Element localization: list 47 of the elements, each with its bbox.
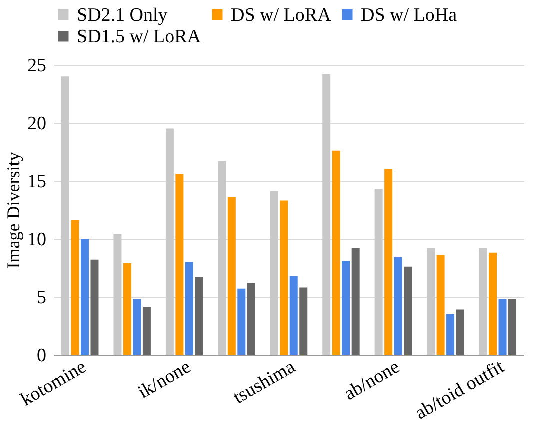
y-tick-label: 25 bbox=[28, 56, 46, 76]
y-tick-label: 15 bbox=[28, 172, 46, 192]
bar bbox=[384, 169, 393, 355]
bar bbox=[342, 261, 350, 355]
legend-label: SD1.5 w/ LoRA bbox=[77, 26, 202, 48]
bar bbox=[290, 276, 298, 355]
y-axis-title: Image Diversity bbox=[4, 152, 24, 269]
bar bbox=[142, 307, 151, 355]
bar bbox=[247, 283, 256, 355]
bar bbox=[489, 252, 498, 355]
bar bbox=[90, 260, 99, 355]
bar bbox=[352, 248, 360, 355]
bar bbox=[185, 262, 194, 355]
legend-label: SD2.1 Only bbox=[77, 4, 168, 26]
bar bbox=[332, 150, 340, 355]
bar bbox=[394, 258, 402, 355]
bar bbox=[71, 220, 80, 355]
bar bbox=[322, 74, 331, 355]
bar bbox=[123, 263, 132, 355]
legend-label: DS w/ LoHa bbox=[361, 4, 458, 26]
bar bbox=[61, 76, 70, 355]
bar bbox=[498, 299, 507, 355]
bar bbox=[436, 255, 445, 355]
bar bbox=[404, 266, 412, 355]
y-tick-label: 10 bbox=[28, 230, 46, 250]
bar bbox=[114, 234, 122, 355]
y-tick-label: 20 bbox=[28, 114, 46, 134]
bar bbox=[238, 288, 246, 355]
bar bbox=[427, 248, 436, 355]
bar bbox=[228, 197, 236, 355]
bar bbox=[280, 200, 288, 355]
legend-label: DS w/ LoRA bbox=[231, 4, 332, 26]
bar bbox=[270, 191, 278, 355]
bar bbox=[479, 248, 488, 355]
bar bbox=[80, 239, 89, 355]
bar bbox=[446, 314, 455, 355]
bar bbox=[195, 277, 204, 355]
bar bbox=[508, 299, 517, 355]
bar bbox=[374, 189, 383, 355]
bar bbox=[166, 128, 174, 355]
bar bbox=[456, 310, 464, 355]
y-tick-label: 5 bbox=[37, 288, 46, 308]
bar bbox=[133, 299, 142, 355]
y-tick-label: 0 bbox=[37, 346, 46, 366]
bar bbox=[218, 161, 226, 355]
bar bbox=[176, 174, 184, 355]
bar bbox=[300, 288, 308, 355]
